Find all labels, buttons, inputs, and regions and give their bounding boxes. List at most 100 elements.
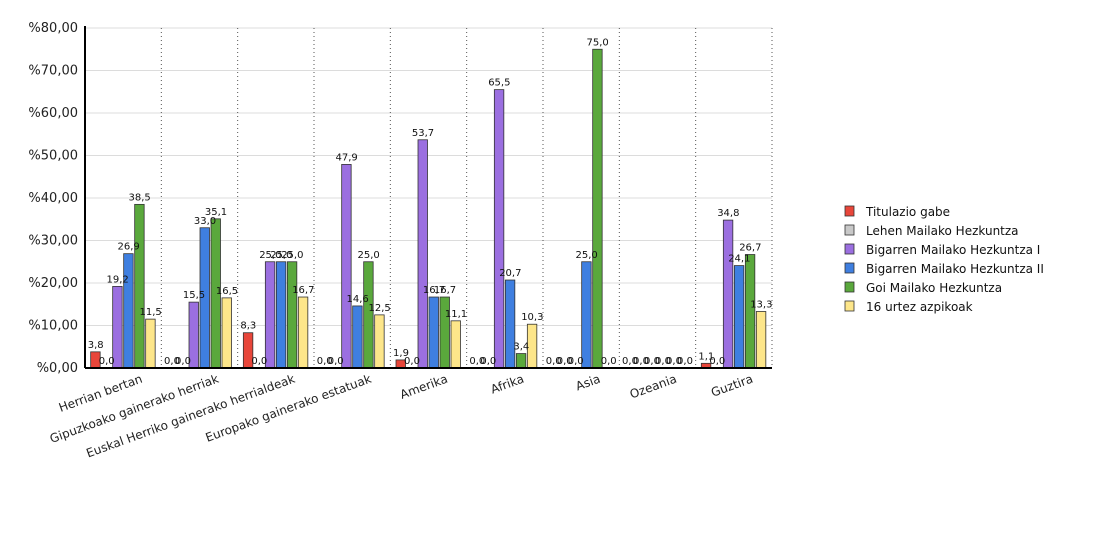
data-label: 0,0	[317, 356, 333, 367]
bar	[417, 139, 428, 369]
data-label: 0,0	[709, 356, 725, 367]
legend-swatch	[844, 281, 855, 293]
data-label: 0,0	[677, 356, 693, 367]
data-label: 26,9	[118, 242, 140, 253]
data-label: 34,8	[717, 208, 739, 219]
bar	[221, 297, 232, 369]
y-tick-label: %60,00	[28, 106, 78, 121]
data-label: 13,3	[750, 299, 772, 310]
bar	[515, 353, 527, 369]
bar	[450, 320, 461, 369]
data-label: 16,5	[216, 286, 238, 297]
data-label: 14,6	[347, 294, 369, 305]
data-label: 33,0	[194, 216, 216, 227]
legend-label: Bigarren Mailako Hezkuntza I	[866, 243, 1040, 257]
category-label: Guztira	[709, 372, 755, 400]
data-label: 0,0	[251, 356, 267, 367]
data-label: 12,5	[369, 303, 391, 314]
data-label: 11,1	[445, 309, 467, 320]
chart-legend: Titulazio gabe Lehen Mailako Hezkuntza Big…	[844, 205, 1044, 314]
bar	[286, 261, 298, 369]
legend-swatch	[844, 300, 855, 312]
data-label: 25,0	[259, 250, 281, 261]
bar	[363, 261, 374, 369]
data-label: 0,0	[644, 356, 660, 367]
legend-swatch	[844, 262, 855, 274]
bar	[428, 296, 439, 369]
data-label: 10,3	[521, 312, 543, 323]
bar	[504, 279, 516, 369]
data-label: 65,5	[488, 78, 510, 89]
data-label: 0,0	[175, 356, 191, 367]
data-label: 0,0	[469, 356, 485, 367]
legend-label: Goi Mailako Hezkuntza	[866, 281, 1002, 295]
data-label: 1,9	[393, 348, 409, 359]
data-label: 0,0	[601, 356, 617, 367]
data-label: 47,9	[336, 152, 358, 163]
data-label: 38,5	[129, 192, 151, 203]
data-label: 25,0	[270, 250, 292, 261]
legend-swatch	[844, 205, 855, 217]
data-label: 35,1	[205, 207, 227, 218]
bar	[352, 305, 363, 369]
data-label: 75,0	[587, 37, 609, 48]
y-tick-label: %30,00	[28, 234, 78, 249]
data-label: 24,1	[728, 254, 750, 265]
bar	[581, 261, 592, 369]
data-label: 11,5	[140, 307, 162, 318]
data-label: 1,1	[698, 351, 714, 362]
data-label: 26,7	[739, 243, 761, 254]
bar	[744, 254, 756, 369]
data-label: 15,5	[183, 290, 205, 301]
y-tick-label: %10,00	[28, 319, 78, 334]
data-label: 0,0	[655, 356, 671, 367]
chart-bars	[90, 48, 767, 369]
y-tick-label: %50,00	[28, 149, 78, 164]
chart-grid	[85, 27, 773, 368]
bar	[297, 296, 309, 369]
data-label: 25,0	[358, 250, 380, 261]
data-label: 0,0	[328, 356, 344, 367]
bar	[733, 265, 745, 369]
category-label: Amerika	[398, 372, 449, 402]
bar	[264, 261, 276, 369]
data-label: 0,0	[99, 356, 115, 367]
y-tick-label: %80,00	[28, 21, 78, 36]
chart-data-labels: 3,80,019,226,938,511,50,00,015,533,035,1…	[88, 37, 773, 367]
y-tick-label: %70,00	[28, 64, 78, 79]
bar	[493, 89, 505, 369]
data-label: 0,0	[568, 356, 584, 367]
y-tick-label: %20,00	[28, 276, 78, 291]
data-label: 16,7	[434, 285, 456, 296]
bar	[123, 253, 134, 369]
data-label: 0,0	[480, 356, 496, 367]
bar	[439, 296, 450, 369]
data-label: 3,8	[88, 340, 104, 351]
data-label: 20,7	[499, 268, 521, 279]
legend-label: Lehen Mailako Hezkuntza	[866, 224, 1019, 238]
bar	[374, 314, 385, 369]
data-label: 25,0	[576, 250, 598, 261]
category-label: Asia	[574, 372, 602, 394]
bar	[722, 219, 734, 369]
category-label: Afrika	[489, 372, 526, 397]
bar	[755, 311, 767, 369]
data-label: 0,0	[557, 356, 573, 367]
data-label: 53,7	[412, 128, 434, 139]
y-tick-label: %40,00	[28, 191, 78, 206]
legend-swatch	[844, 243, 855, 255]
data-label: 19,2	[107, 274, 129, 285]
data-label: 3,4	[513, 342, 529, 353]
data-label: 0,0	[633, 356, 649, 367]
data-label: 0,0	[622, 356, 638, 367]
data-label: 16,7	[292, 285, 314, 296]
data-label: 0,0	[404, 356, 420, 367]
bar	[341, 164, 352, 369]
data-label: 8,3	[240, 321, 256, 332]
data-label: 0,0	[546, 356, 562, 367]
bar	[592, 48, 603, 369]
legend-label: 16 urtez azpikoak	[866, 300, 973, 314]
bar	[275, 261, 287, 369]
legend-swatch	[844, 224, 855, 236]
